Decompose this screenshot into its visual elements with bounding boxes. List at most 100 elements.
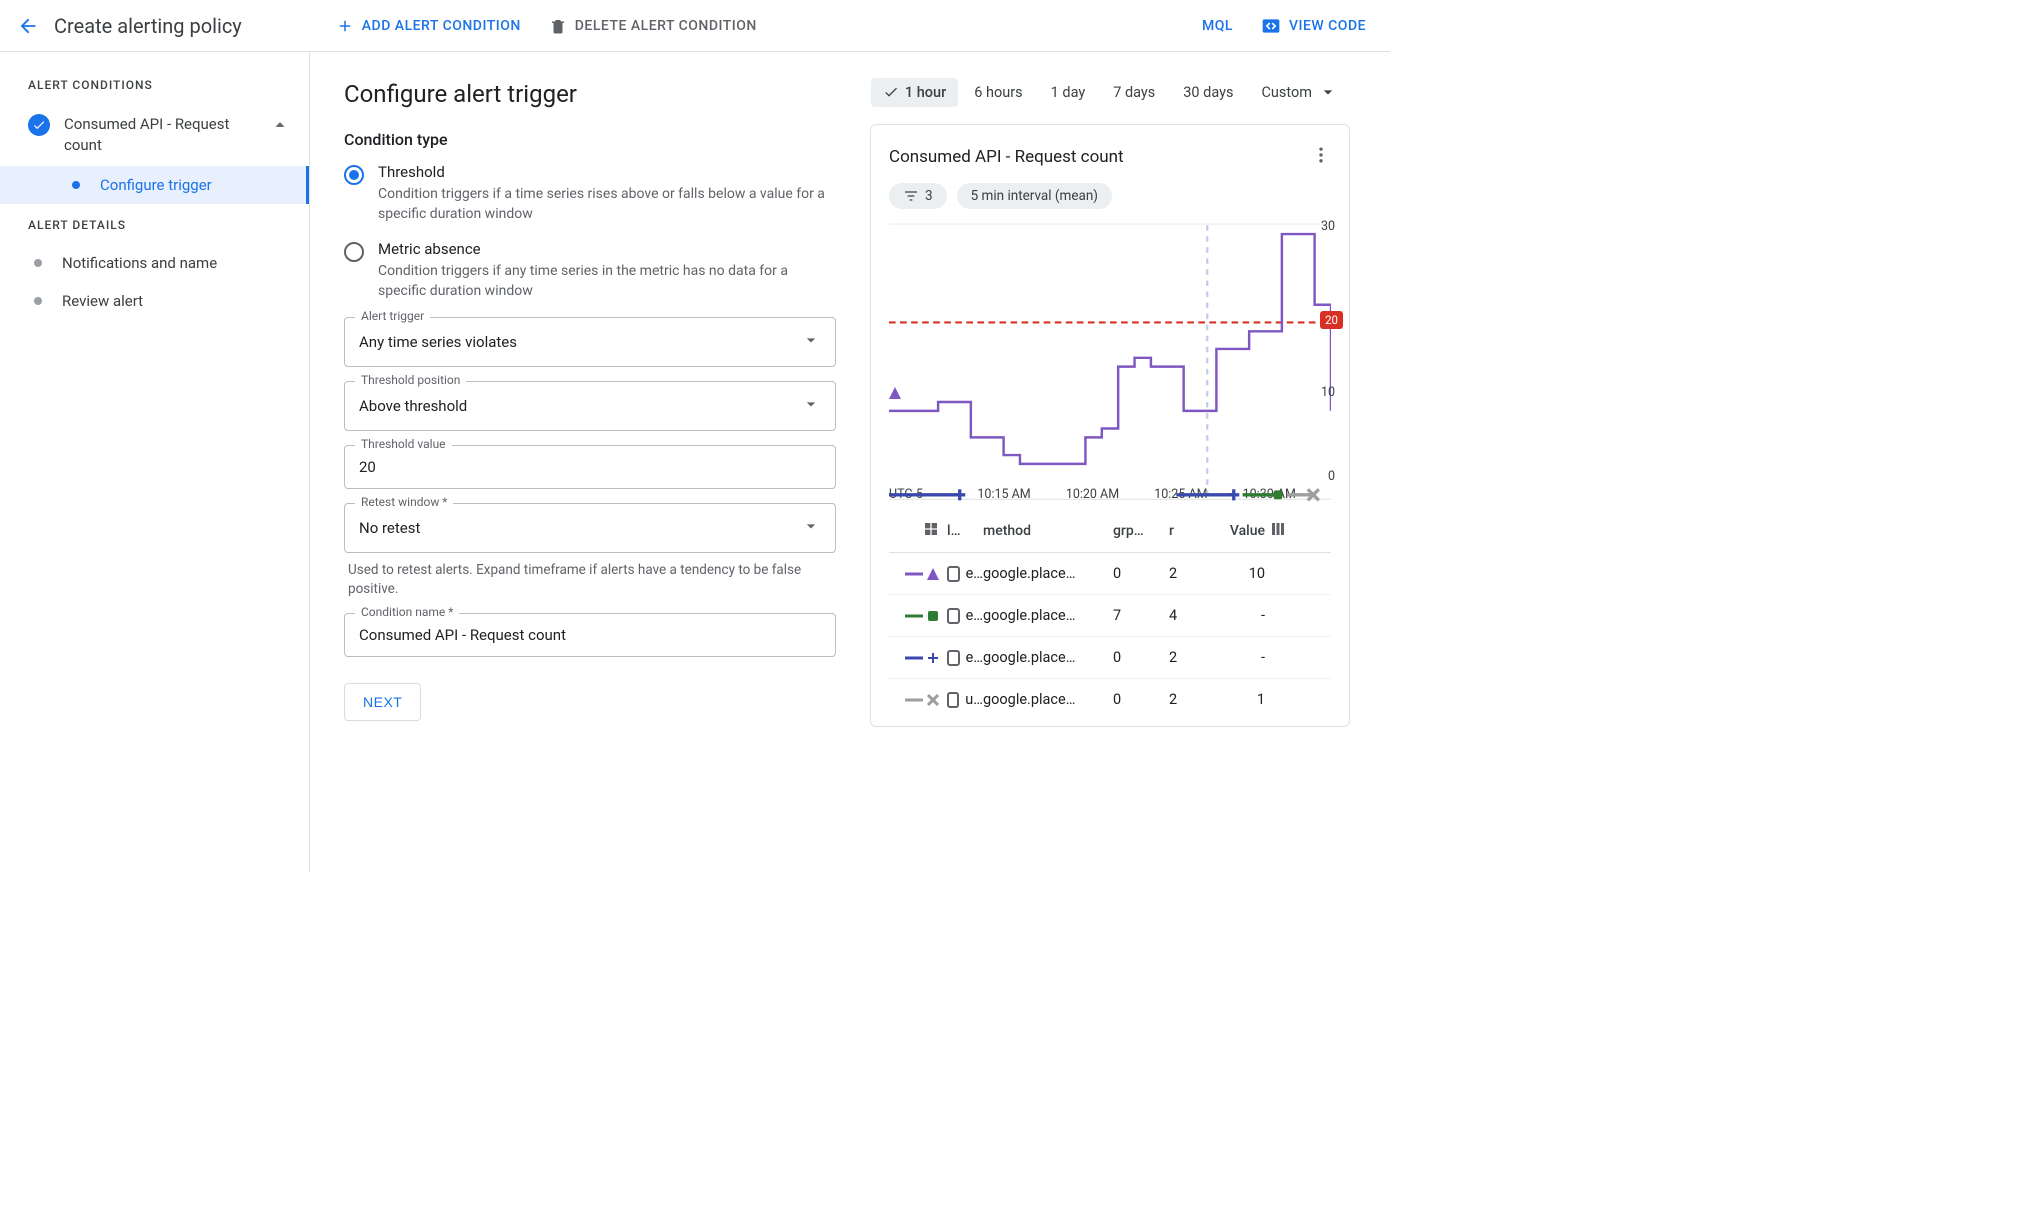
legend-l: u… xyxy=(965,691,983,708)
check-icon xyxy=(28,114,50,136)
legend-grp: 0 xyxy=(1113,691,1169,708)
retest-value: No retest xyxy=(359,519,801,537)
yaxis-tick: 0 xyxy=(1328,469,1335,484)
legend-value: 10 xyxy=(1193,565,1269,582)
alert-trigger-select[interactable]: Alert trigger Any time series violates xyxy=(344,317,836,367)
col-l: l… xyxy=(947,523,983,539)
radio-threshold[interactable]: Threshold Condition triggers if a time s… xyxy=(344,163,836,224)
code-icon xyxy=(1261,16,1281,36)
radio-threshold-desc: Condition triggers if a time series rise… xyxy=(378,185,836,224)
condition-name-value: Consumed API - Request count xyxy=(359,626,821,644)
legend-row[interactable]: e… google.place… 0 2 - xyxy=(889,637,1331,679)
chart-title: Consumed API - Request count xyxy=(889,147,1311,167)
sidebar-item-review[interactable]: Review alert xyxy=(0,282,309,320)
trash-icon xyxy=(549,17,567,35)
series-end-marker-icon xyxy=(889,387,901,399)
radio-threshold-title: Threshold xyxy=(378,163,836,181)
caret-down-icon xyxy=(801,516,821,540)
legend-checkbox[interactable] xyxy=(947,692,959,708)
legend-marker-icon xyxy=(889,652,947,664)
caret-down-icon xyxy=(801,330,821,354)
timerange-picker: 1 hour 6 hours 1 day 7 days 30 days Cust… xyxy=(870,76,1350,108)
legend-l: e… xyxy=(966,649,983,666)
timerange-1hour-label: 1 hour xyxy=(905,84,946,101)
delete-alert-condition-label: DELETE ALERT CONDITION xyxy=(575,18,757,34)
sidebar-item-condition[interactable]: Consumed API - Request count xyxy=(0,104,309,166)
threshold-value-value: 20 xyxy=(359,458,821,476)
legend-checkbox-cell: e… xyxy=(947,565,983,582)
chart-more-menu[interactable] xyxy=(1311,145,1331,169)
legend-checkbox-cell: e… xyxy=(947,607,983,624)
condition-name-label: Condition name * xyxy=(355,605,459,619)
alert-trigger-value: Any time series violates xyxy=(359,333,801,351)
delete-alert-condition-button[interactable]: DELETE ALERT CONDITION xyxy=(535,8,771,44)
timerange-custom[interactable]: Custom xyxy=(1249,76,1350,108)
columns-icon[interactable] xyxy=(1269,520,1299,542)
sidebar-condition-name: Consumed API - Request count xyxy=(64,114,255,156)
add-alert-condition-label: ADD ALERT CONDITION xyxy=(362,18,521,34)
filter-chip[interactable]: 3 xyxy=(889,183,947,209)
radio-metric-absence[interactable]: Metric absence Condition triggers if any… xyxy=(344,240,836,301)
mql-button[interactable]: MQL xyxy=(1188,8,1247,44)
legend-checkbox[interactable] xyxy=(947,650,960,666)
next-button[interactable]: NEXT xyxy=(344,683,421,721)
alert-trigger-label: Alert trigger xyxy=(355,309,430,323)
retest-window-select[interactable]: Retest window * No retest xyxy=(344,503,836,553)
topbar: Create alerting policy ADD ALERT CONDITI… xyxy=(0,0,1390,52)
condition-name-input[interactable]: Condition name * Consumed API - Request … xyxy=(344,613,836,657)
timerange-7days[interactable]: 7 days xyxy=(1101,78,1167,107)
more-vert-icon xyxy=(1311,145,1331,165)
legend-grp: 0 xyxy=(1113,649,1169,666)
chart-area[interactable]: 30 10 0 20 xyxy=(889,223,1331,483)
sidebar-item-configure-trigger[interactable]: Configure trigger xyxy=(0,166,309,204)
check-icon xyxy=(883,84,899,100)
timerange-1day-label: 1 day xyxy=(1051,84,1086,101)
arrow-left-icon xyxy=(17,15,39,37)
col-r: r xyxy=(1169,523,1193,539)
center-form: Configure alert trigger Condition type T… xyxy=(310,52,870,872)
legend-r: 2 xyxy=(1169,565,1193,582)
legend-checkbox[interactable] xyxy=(947,566,960,582)
timerange-6hours[interactable]: 6 hours xyxy=(962,78,1034,107)
col-grp: grp… xyxy=(1113,523,1169,539)
legend-marker-icon xyxy=(889,694,947,706)
threshold-position-label: Threshold position xyxy=(355,373,466,387)
interval-chip[interactable]: 5 min interval (mean) xyxy=(957,183,1112,209)
timerange-30days[interactable]: 30 days xyxy=(1171,78,1245,107)
filter-count: 3 xyxy=(925,188,933,204)
timerange-6hours-label: 6 hours xyxy=(974,84,1022,101)
center-heading: Configure alert trigger xyxy=(344,80,836,108)
yaxis-tick: 10 xyxy=(1321,385,1335,400)
mql-label: MQL xyxy=(1202,18,1233,34)
sidebar-item-notifications[interactable]: Notifications and name xyxy=(0,244,309,282)
legend-method: google.place… xyxy=(983,607,1113,624)
condition-type-heading: Condition type xyxy=(344,130,836,149)
view-code-button[interactable]: VIEW CODE xyxy=(1247,8,1380,44)
next-button-label: NEXT xyxy=(363,694,402,710)
radio-absence-title: Metric absence xyxy=(378,240,836,258)
add-alert-condition-button[interactable]: ADD ALERT CONDITION xyxy=(322,8,535,44)
legend-method: google.place… xyxy=(983,565,1113,582)
legend-row[interactable]: u… google.place… 0 2 1 xyxy=(889,679,1331,720)
legend-row[interactable]: e… google.place… 0 2 10 xyxy=(889,553,1331,595)
timerange-1day[interactable]: 1 day xyxy=(1039,78,1098,107)
radio-absence-desc: Condition triggers if any time series in… xyxy=(378,262,836,301)
threshold-position-select[interactable]: Threshold position Above threshold xyxy=(344,381,836,431)
sidebar-section-conditions: ALERT CONDITIONS xyxy=(0,78,309,104)
threshold-value-input[interactable]: Threshold value 20 xyxy=(344,445,836,489)
sidebar-notifications-label: Notifications and name xyxy=(62,254,217,272)
legend-row[interactable]: e… google.place… 7 4 - xyxy=(889,595,1331,637)
back-arrow-button[interactable] xyxy=(10,8,46,44)
legend-checkbox-cell: e… xyxy=(947,649,983,666)
retest-label: Retest window * xyxy=(355,495,453,509)
legend-checkbox[interactable] xyxy=(947,608,960,624)
legend-l: e… xyxy=(966,565,983,582)
bullet-icon xyxy=(34,297,42,305)
plus-icon xyxy=(336,17,354,35)
legend-value: - xyxy=(1193,649,1269,666)
active-dot-icon xyxy=(72,181,80,189)
timerange-1hour[interactable]: 1 hour xyxy=(871,78,958,107)
right-panel: 1 hour 6 hours 1 day 7 days 30 days Cust… xyxy=(870,52,1370,872)
view-code-label: VIEW CODE xyxy=(1289,18,1366,34)
sidebar-review-label: Review alert xyxy=(62,292,143,310)
